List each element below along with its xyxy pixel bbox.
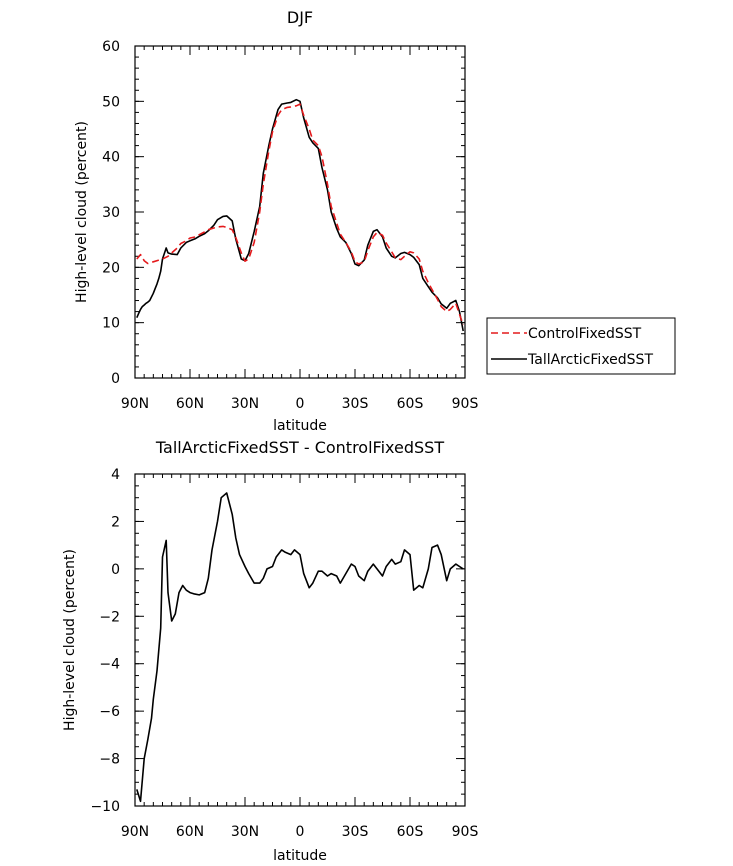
legend-box — [486, 317, 676, 375]
x-tick-label: 60N — [176, 396, 204, 412]
y-axis-label: High-level cloud (percent) — [74, 121, 90, 303]
x-tick-label: 30N — [231, 396, 259, 412]
series-line-difference — [136, 492, 464, 803]
x-tick-label: 90N — [121, 824, 149, 840]
series-line-controlfixedsst — [136, 103, 464, 326]
y-tick-label: 50 — [102, 94, 120, 110]
plot-frame — [134, 45, 466, 379]
x-tick-label: 90N — [121, 396, 149, 412]
chart-title: TallArcticFixedSST - ControlFixedSST — [155, 438, 444, 457]
y-tick-label: −4 — [99, 657, 120, 673]
y-axis-label: High-level cloud (percent) — [62, 549, 78, 731]
y-tick-label: 4 — [111, 467, 120, 483]
x-tick-label: 60N — [176, 824, 204, 840]
x-tick-label: 30S — [342, 824, 369, 840]
legend-label: TallArcticFixedSST — [527, 352, 653, 368]
x-tick-label: 0 — [296, 396, 305, 412]
x-tick-label: 30N — [231, 824, 259, 840]
y-tick-label: −10 — [90, 799, 120, 815]
tick-marks — [134, 473, 466, 807]
plot-frame — [134, 473, 466, 807]
y-tick-label: −6 — [99, 704, 120, 720]
x-tick-label: 30S — [342, 396, 369, 412]
y-tick-label: 10 — [102, 316, 120, 332]
x-tick-label: 90S — [452, 396, 479, 412]
legend: ControlFixedSST TallArcticFixedSST — [486, 317, 676, 375]
y-tick-label: 20 — [102, 260, 120, 276]
x-tick-label: 60S — [397, 396, 424, 412]
x-axis-label: latitude — [273, 418, 327, 434]
y-tick-label: 40 — [102, 150, 120, 166]
tick-marks — [134, 45, 466, 379]
y-tick-label: 0 — [111, 562, 120, 578]
chart-panel-2: TallArcticFixedSST - ControlFixedSST 90N 6… — [62, 438, 478, 864]
y-tick-label: 0 — [111, 371, 120, 387]
y-tick-label: 60 — [102, 39, 120, 55]
y-tick-label: 30 — [102, 205, 120, 221]
chart-panel-1: DJF 90N 60N 30N 0 30S 60S 90S 0 10 20 30 40 50 60 latit… — [74, 8, 676, 434]
x-tick-label: 90S — [452, 824, 479, 840]
y-tick-label: −8 — [99, 752, 120, 768]
x-tick-label: 0 — [296, 824, 305, 840]
chart-title: DJF — [287, 8, 313, 27]
series-line-tallarcticfixedsst — [136, 98, 464, 332]
y-tick-label: 2 — [111, 514, 120, 530]
x-tick-label: 60S — [397, 824, 424, 840]
y-tick-label: −2 — [99, 609, 120, 625]
x-axis-label: latitude — [273, 848, 327, 864]
legend-label: ControlFixedSST — [528, 326, 642, 342]
